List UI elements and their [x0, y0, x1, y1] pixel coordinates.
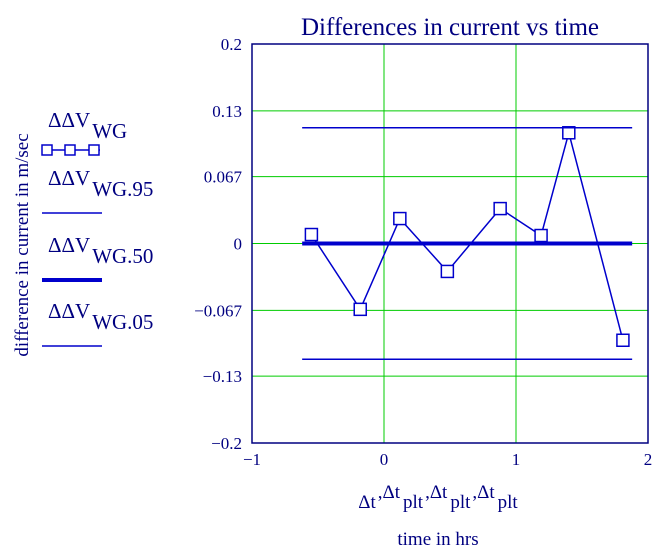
data-point-marker [562, 126, 576, 140]
x-label-var: ,Δt [378, 482, 401, 503]
legend-label-3-sub: WG.05 [92, 310, 153, 334]
legend-swatch-marker [88, 144, 100, 156]
data-point-marker [353, 302, 367, 317]
legend-label-0-base: ΔΔV [48, 108, 90, 132]
data-point-marker [616, 333, 630, 348]
x-label-var: ,Δt [472, 482, 495, 503]
y-tick-label: 0.067 [204, 168, 243, 187]
y-axis-label: difference in current in m/sec [12, 133, 33, 356]
data-point-marker [534, 228, 548, 243]
x-axis-label-variables: Δt ,Δt plt ,Δt plt ,Δt plt [358, 482, 518, 513]
legend-label-1: ΔΔVWG.95 [48, 166, 153, 201]
y-tick-label: −0.13 [203, 367, 242, 386]
legend-label-1-sub: WG.95 [92, 177, 153, 201]
y-tick-label: −0.2 [211, 434, 242, 453]
x-tick-label: 1 [512, 450, 521, 469]
x-tick-label: 0 [380, 450, 389, 469]
legend-label-3: ΔΔVWG.05 [48, 299, 153, 334]
y-tick-label: 0 [234, 235, 243, 254]
legend-label-2-base: ΔΔV [48, 233, 90, 257]
legend-label-1-base: ΔΔV [48, 166, 90, 190]
data-point-marker [440, 264, 455, 279]
x-label-sub: plt [450, 492, 471, 513]
y-tick-label: 0.2 [221, 35, 242, 54]
legend-label-3-base: ΔΔV [48, 299, 90, 323]
legend-label-0: ΔΔVWG [48, 108, 127, 143]
legend-label-0-sub: WG [92, 119, 127, 143]
chart-title: Differences in current vs time [301, 14, 599, 41]
series-line-0 [310, 129, 624, 341]
x-tick-label: 2 [644, 450, 653, 469]
legend-swatch-marker [64, 144, 76, 156]
plot-frame [251, 43, 649, 444]
series-group [302, 126, 633, 360]
data-point-marker [493, 201, 507, 216]
legend-label-2-sub: WG.50 [92, 244, 153, 268]
x-tick-label: −1 [243, 450, 261, 469]
data-point-marker [304, 227, 319, 242]
x-label-var: ,Δt [425, 482, 448, 503]
legend-label-2: ΔΔVWG.50 [48, 233, 153, 268]
x-axis-label: time in hrs [397, 529, 478, 550]
x-tick-labels: −1 0 1 2 [243, 450, 652, 469]
x-label-var: Δt [358, 492, 376, 513]
y-tick-labels: 0.2 0.13 0.067 0 −0.067 −0.13 −0.2 [194, 35, 242, 453]
data-point-marker [393, 211, 407, 226]
x-label-sub: plt [403, 492, 424, 513]
legend-swatch-marker [41, 144, 53, 156]
x-label-sub: plt [498, 492, 519, 513]
y-tick-label: −0.067 [194, 301, 242, 320]
y-tick-label: 0.13 [212, 102, 242, 121]
